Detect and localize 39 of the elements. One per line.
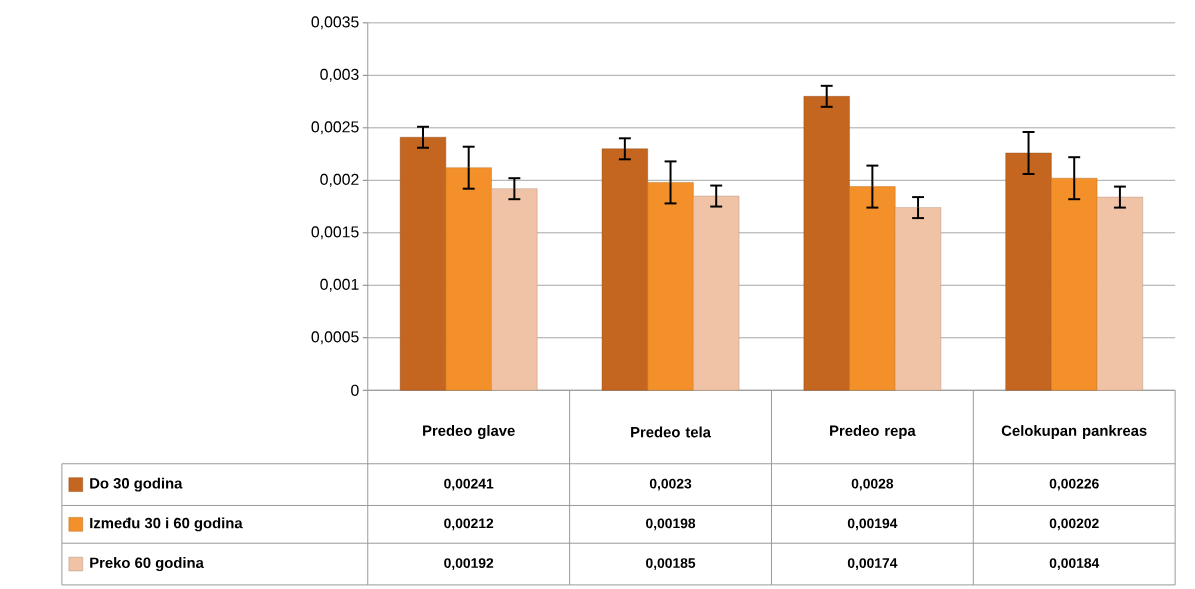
data-label: 0,0028 <box>851 478 894 491</box>
bar <box>849 186 896 391</box>
data-label: 0,00174 <box>847 558 898 571</box>
bar <box>491 188 538 391</box>
y-tick-label: 0,0025 <box>311 121 359 135</box>
data-label: 0,00194 <box>847 518 898 531</box>
bar <box>445 167 492 391</box>
bar <box>601 148 648 391</box>
data-label: 0,00198 <box>646 518 696 531</box>
bar <box>803 96 850 391</box>
y-tick-label: 0,001 <box>320 278 359 292</box>
bar <box>1051 178 1098 391</box>
y-tick-label: 0,0035 <box>311 16 359 30</box>
y-tick-label: 0,003 <box>320 68 359 82</box>
bar <box>647 182 694 391</box>
data-label: 0,0023 <box>649 478 692 491</box>
data-label: 0,00192 <box>444 558 494 571</box>
bar <box>693 195 740 391</box>
data-label: 0,00226 <box>1049 478 1099 491</box>
x-tick-label: Celokupan pankreas <box>1001 425 1147 439</box>
legend-label: Između 30 i 60 godina <box>90 517 243 532</box>
data-label: 0,00212 <box>444 518 494 531</box>
x-tick-label: Predeo glave <box>423 425 515 439</box>
y-tick-label: 0,002 <box>320 173 359 187</box>
bar <box>1005 152 1052 391</box>
data-label: 0,00185 <box>646 558 696 571</box>
bar <box>1096 196 1143 391</box>
legend-label: Do 30 godina <box>90 477 183 492</box>
data-label: 0,00184 <box>1049 558 1100 571</box>
legend-label: Preko 60 godina <box>90 557 204 572</box>
data-label: 0,00202 <box>1049 518 1099 531</box>
y-tick-label: 0,0005 <box>311 331 359 345</box>
bar <box>399 137 447 391</box>
data-label: 0,00241 <box>444 478 494 491</box>
x-tick-label: Predeo tela <box>631 426 712 438</box>
y-tick-label: 0 <box>351 384 359 396</box>
bar <box>895 207 942 391</box>
x-tick-label: Predeo repa <box>830 425 916 439</box>
y-tick-label: 0,0015 <box>311 226 359 240</box>
